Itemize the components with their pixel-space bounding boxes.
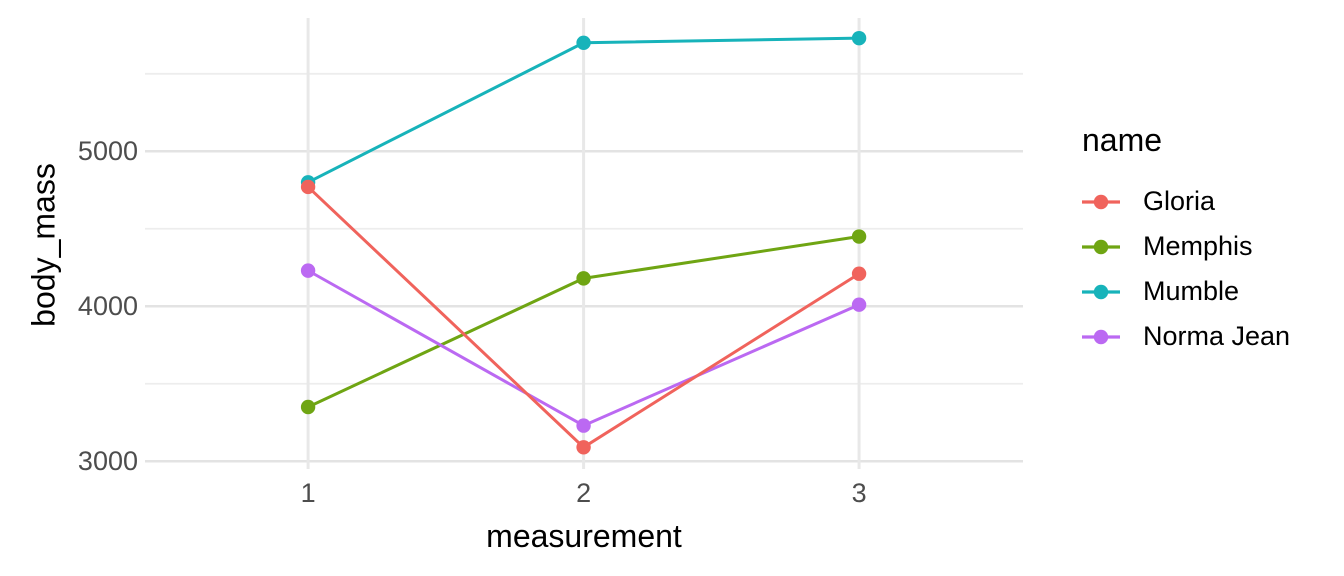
series-point-gloria xyxy=(851,266,867,281)
legend-label: Memphis xyxy=(1143,231,1253,261)
legend-item-memphis: Memphis xyxy=(1082,224,1290,269)
x-axis-title: measurement xyxy=(486,518,682,554)
legend-item-mumble: Mumble xyxy=(1082,269,1290,314)
series-point-gloria xyxy=(300,179,316,195)
series-point-mumble xyxy=(576,35,591,50)
series-point-memphis xyxy=(851,229,867,244)
x-tick-label: 3 xyxy=(851,478,867,508)
legend-label: Norma Jean xyxy=(1143,321,1291,351)
y-tick-label: 5000 xyxy=(77,136,138,167)
legend-key-icon xyxy=(1082,329,1120,344)
y-tick-label: 3000 xyxy=(77,446,138,477)
legend-key-icon xyxy=(1082,239,1120,254)
legend-label: Mumble xyxy=(1143,276,1240,306)
legend-label: Gloria xyxy=(1143,186,1216,216)
legend-key-icon xyxy=(1082,284,1120,299)
legend-key-icon xyxy=(1082,194,1120,209)
x-tick-label: 2 xyxy=(576,478,592,508)
legend-items: Gloria Memphis Mumble Norma Jean xyxy=(1082,179,1290,359)
series-point-memphis xyxy=(300,399,316,415)
series-point-gloria xyxy=(576,440,591,455)
series-point-memphis xyxy=(576,271,591,286)
legend: name Gloria Memphis Mumble Norma Jean xyxy=(1082,121,1290,359)
x-tick-label: 1 xyxy=(300,478,316,508)
y-tick-label: 4000 xyxy=(77,291,138,322)
series-point-norma-jean xyxy=(300,263,316,278)
legend-item-gloria: Gloria xyxy=(1082,179,1290,224)
series-point-norma-jean xyxy=(851,297,867,312)
legend-title: name xyxy=(1082,122,1163,158)
series-point-norma-jean xyxy=(576,418,591,433)
legend-item-norma-jean: Norma Jean xyxy=(1082,314,1290,359)
series-point-mumble xyxy=(851,30,867,46)
